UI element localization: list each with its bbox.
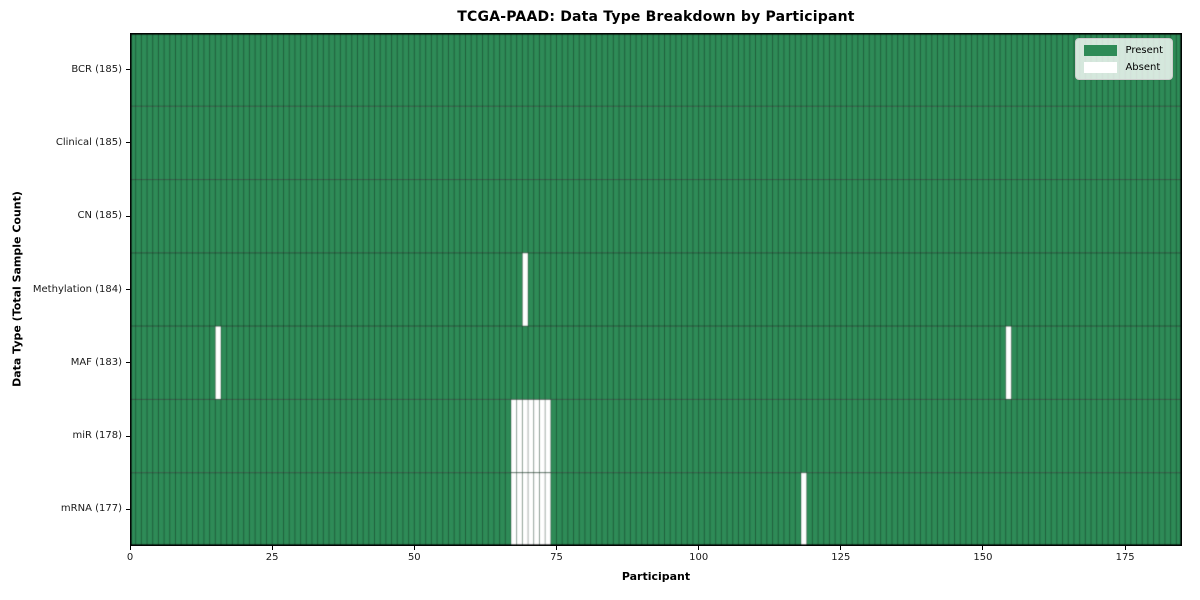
- legend-swatch-present: [1084, 45, 1118, 56]
- x-tick-label: 25: [265, 552, 279, 563]
- legend-swatch-absent: [1084, 62, 1118, 73]
- legend-item: Absent: [1084, 62, 1163, 73]
- x-tick-mark: [555, 546, 557, 550]
- y-tick-label: mRNA (177): [60, 503, 122, 515]
- x-tick-label: 0: [126, 552, 134, 563]
- x-tick-label: 75: [550, 552, 563, 563]
- x-tick-label: 125: [831, 552, 851, 563]
- legend: Present Absent: [1075, 38, 1173, 80]
- legend-label: Present: [1125, 45, 1163, 56]
- x-tick-mark: [413, 546, 415, 550]
- x-tick-label: 50: [407, 552, 421, 563]
- x-tick-label: 175: [1115, 552, 1135, 563]
- x-tick-mark: [982, 546, 984, 550]
- y-tick-label: Clinical (185): [55, 136, 122, 148]
- x-tick-label: 150: [973, 552, 993, 563]
- x-tick-mark: [840, 546, 842, 550]
- plot-area: Present Absent: [130, 33, 1182, 546]
- x-tick-label: 100: [689, 552, 709, 563]
- x-tick-mark: [1124, 546, 1126, 550]
- heatmap-canvas: [130, 33, 1182, 546]
- x-tick-mark: [129, 546, 131, 550]
- y-tick-label: miR (178): [72, 430, 122, 442]
- x-tick-mark: [698, 546, 700, 550]
- y-tick-label: BCR (185): [71, 63, 122, 75]
- legend-item: Present: [1084, 45, 1163, 56]
- y-axis-label: Data Type (Total Sample Count): [10, 191, 24, 387]
- legend-label: Absent: [1125, 62, 1161, 73]
- x-axis-label: Participant: [621, 570, 691, 583]
- x-tick-mark: [271, 546, 273, 550]
- chart-title: TCGA-PAAD: Data Type Breakdown by Partic…: [457, 9, 855, 25]
